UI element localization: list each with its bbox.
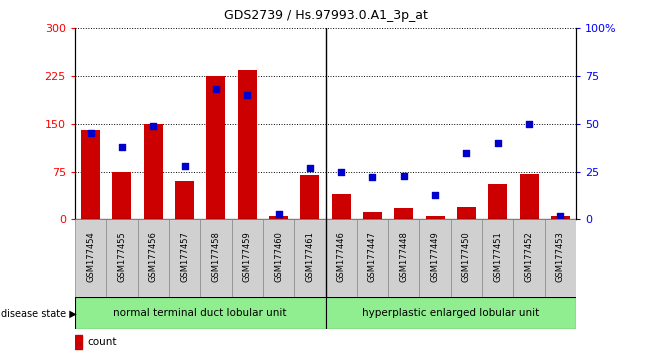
Bar bbox=[137, 219, 169, 297]
Bar bbox=[232, 219, 263, 297]
Text: GSM177450: GSM177450 bbox=[462, 231, 471, 282]
Point bbox=[430, 192, 440, 198]
Text: GSM177454: GSM177454 bbox=[86, 231, 95, 282]
Point bbox=[367, 175, 378, 180]
Bar bbox=[326, 297, 576, 329]
Bar bbox=[450, 219, 482, 297]
Text: normal terminal duct lobular unit: normal terminal duct lobular unit bbox=[113, 308, 287, 318]
Text: GSM177447: GSM177447 bbox=[368, 231, 377, 282]
Text: GSM177446: GSM177446 bbox=[337, 231, 346, 282]
Bar bbox=[81, 130, 100, 219]
Point bbox=[273, 211, 284, 217]
Text: GSM177460: GSM177460 bbox=[274, 231, 283, 282]
Text: GSM177453: GSM177453 bbox=[556, 231, 565, 282]
Bar bbox=[457, 207, 476, 219]
Text: hyperplastic enlarged lobular unit: hyperplastic enlarged lobular unit bbox=[362, 308, 540, 318]
Point bbox=[117, 144, 127, 150]
Bar bbox=[551, 216, 570, 219]
Bar bbox=[169, 219, 201, 297]
Bar bbox=[175, 181, 194, 219]
Point bbox=[398, 173, 409, 178]
Bar bbox=[144, 124, 163, 219]
Text: GSM177459: GSM177459 bbox=[243, 231, 252, 282]
Point bbox=[555, 213, 566, 218]
Bar bbox=[294, 219, 326, 297]
Bar bbox=[514, 219, 545, 297]
Text: GSM177449: GSM177449 bbox=[431, 231, 439, 282]
Bar bbox=[419, 219, 450, 297]
Bar bbox=[332, 194, 351, 219]
Bar bbox=[106, 219, 137, 297]
Bar bbox=[75, 297, 326, 329]
Bar bbox=[269, 216, 288, 219]
Point bbox=[211, 87, 221, 92]
Bar bbox=[301, 175, 319, 219]
Point bbox=[524, 121, 534, 127]
Bar bbox=[395, 208, 413, 219]
Text: GSM177452: GSM177452 bbox=[525, 231, 534, 282]
Text: GSM177455: GSM177455 bbox=[117, 231, 126, 282]
Bar bbox=[363, 212, 382, 219]
Bar bbox=[545, 219, 576, 297]
Bar bbox=[206, 76, 225, 219]
Text: disease state ▶: disease state ▶ bbox=[1, 308, 76, 318]
Bar bbox=[75, 336, 83, 349]
Text: GSM177451: GSM177451 bbox=[493, 231, 503, 282]
Bar bbox=[357, 219, 388, 297]
Text: GSM177448: GSM177448 bbox=[399, 231, 408, 282]
Point bbox=[85, 131, 96, 136]
Point bbox=[179, 163, 189, 169]
Text: GSM177461: GSM177461 bbox=[305, 231, 314, 282]
Text: GSM177456: GSM177456 bbox=[148, 231, 158, 282]
Point bbox=[462, 150, 472, 155]
Bar bbox=[488, 184, 507, 219]
Bar bbox=[238, 70, 256, 219]
Bar bbox=[113, 172, 132, 219]
Point bbox=[493, 140, 503, 146]
Text: GSM177458: GSM177458 bbox=[212, 231, 220, 282]
Bar bbox=[426, 216, 445, 219]
Point bbox=[336, 169, 346, 175]
Text: GSM177457: GSM177457 bbox=[180, 231, 189, 282]
Point bbox=[242, 92, 253, 98]
Text: GDS2739 / Hs.97993.0.A1_3p_at: GDS2739 / Hs.97993.0.A1_3p_at bbox=[223, 9, 428, 22]
Point bbox=[305, 165, 315, 171]
Text: count: count bbox=[87, 337, 117, 348]
Bar bbox=[519, 173, 538, 219]
Bar bbox=[263, 219, 294, 297]
Bar bbox=[326, 219, 357, 297]
Bar bbox=[201, 219, 232, 297]
Point bbox=[148, 123, 158, 129]
Bar bbox=[482, 219, 514, 297]
Bar bbox=[388, 219, 419, 297]
Bar bbox=[75, 219, 106, 297]
